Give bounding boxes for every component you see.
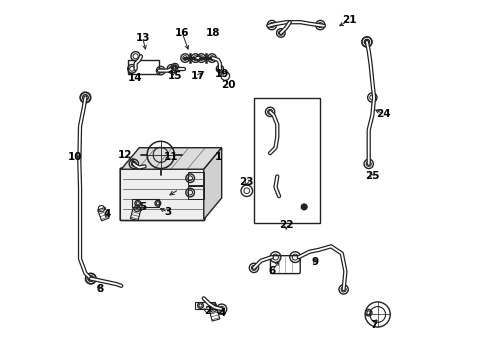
Bar <box>188 186 204 199</box>
Text: 18: 18 <box>205 28 220 38</box>
Text: 24: 24 <box>376 109 391 119</box>
Text: 3: 3 <box>164 207 171 217</box>
Text: 12: 12 <box>118 150 132 160</box>
Text: 19: 19 <box>215 69 229 79</box>
Text: 4: 4 <box>218 308 225 318</box>
Bar <box>209 308 220 321</box>
Bar <box>188 172 204 185</box>
Text: 16: 16 <box>175 28 190 38</box>
Text: 1: 1 <box>215 152 222 162</box>
Text: 23: 23 <box>240 177 254 187</box>
Text: 20: 20 <box>221 80 236 90</box>
Text: 8: 8 <box>96 284 103 294</box>
Text: 13: 13 <box>136 33 150 43</box>
Polygon shape <box>122 148 221 169</box>
Text: 25: 25 <box>365 171 380 181</box>
Text: 4: 4 <box>103 209 111 219</box>
Text: 14: 14 <box>128 73 143 83</box>
Text: 17: 17 <box>191 71 206 81</box>
Text: 21: 21 <box>342 15 356 26</box>
FancyBboxPatch shape <box>120 168 205 221</box>
Bar <box>98 207 109 221</box>
Bar <box>132 199 159 207</box>
Text: 6: 6 <box>268 266 275 276</box>
Bar <box>254 98 320 223</box>
Text: 9: 9 <box>311 257 318 267</box>
Text: 15: 15 <box>168 71 182 81</box>
Bar <box>195 302 215 310</box>
Bar <box>128 60 159 74</box>
Text: 11: 11 <box>164 152 179 162</box>
Bar <box>130 207 141 221</box>
Text: 22: 22 <box>279 220 294 230</box>
Text: 7: 7 <box>370 320 378 330</box>
Text: 5: 5 <box>139 202 147 212</box>
Polygon shape <box>204 148 221 220</box>
Text: 2: 2 <box>204 306 211 316</box>
Circle shape <box>301 204 307 210</box>
Text: 10: 10 <box>68 152 82 162</box>
